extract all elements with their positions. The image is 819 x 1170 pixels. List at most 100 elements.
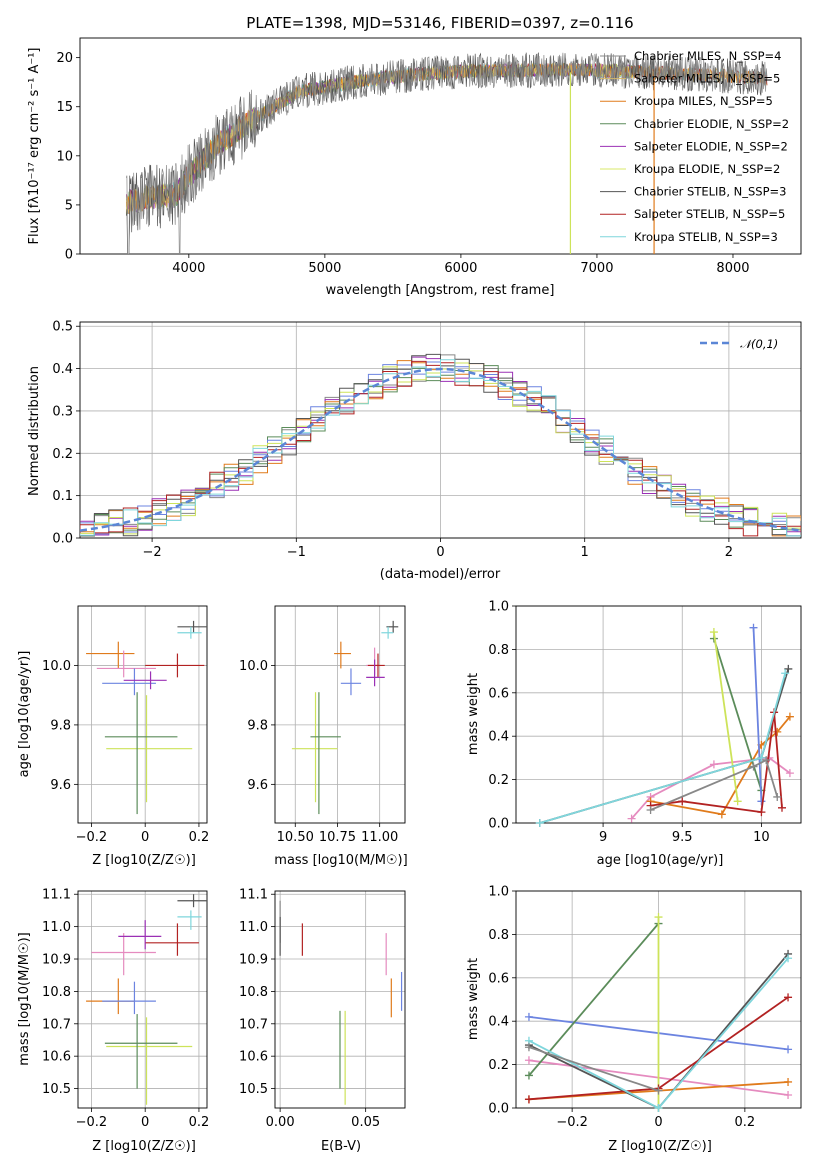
y-tick-label: 0.3 [52, 404, 73, 419]
weightZ-ylabel: mass weight [466, 958, 481, 1040]
x-tick-label: 0.2 [735, 1115, 756, 1130]
weight-marker [757, 808, 766, 817]
y-tick-label: 10.5 [42, 1082, 71, 1097]
legend-label: Chabrier STELIB, N_SSP=3 [634, 185, 786, 199]
y-tick-label: 10.5 [239, 1082, 268, 1097]
y-tick-label: 5 [65, 198, 73, 213]
legend-label: Kroupa MILES, N_SSP=5 [634, 94, 773, 108]
x-tick-label: 10.50 [277, 830, 314, 845]
weight-marker [784, 1077, 793, 1086]
residual-xlabel: (data-model)/error [380, 567, 501, 582]
axes-frame [79, 37, 802, 255]
y-tick-label: 0.8 [488, 643, 509, 658]
weight-marker [654, 913, 663, 922]
mass-vs-ebv-plot: 0.00 0.05 10.5 10.6 10.7 10.8 10.9 11.0 11.1 [239, 888, 406, 1130]
y-tick-label: 0.6 [488, 686, 509, 701]
x-tick-label: 8000 [716, 261, 749, 276]
y-tick-label: 10.8 [239, 985, 268, 1000]
y-tick-label: 10.6 [42, 1050, 71, 1065]
y-tick-label: 0.0 [488, 817, 509, 832]
legend-label: Salpeter ELODIE, N_SSP=2 [634, 139, 788, 153]
weight-marker [778, 803, 786, 812]
weight-vs-Z-plot: −0.2 0 0.2 0.0 0.2 0.4 0.6 0.8 1.0 [488, 885, 802, 1130]
y-tick-label: 10.0 [239, 659, 268, 674]
weight-series-line [528, 1046, 659, 1092]
mass-vs-Z-plot: −0.2 0 0.2 10.5 10.6 10.7 10.8 10.9 11.0 11.1 [42, 888, 209, 1130]
axes-frame [77, 890, 208, 1109]
weight-series-line [528, 953, 789, 1108]
axes-frame [515, 605, 802, 824]
weight-series-line [528, 922, 660, 1077]
y-tick-label: 9.8 [247, 718, 268, 733]
weight-series-line [713, 631, 739, 802]
weight-marker [749, 762, 758, 771]
spectrum-title: PLATE=1398, MJD=53146, FIBERID=0397, z=0… [246, 14, 633, 32]
spectrum-ylabel: Flux [fλ10⁻¹⁷ erg cm⁻² s⁻¹ A⁻¹] [27, 48, 42, 245]
y-tick-label: 0 [65, 248, 73, 263]
weight-marker [757, 797, 766, 806]
legend-label: Salpeter MILES, N_SSP=5 [634, 72, 780, 86]
x-tick-label: 0 [141, 830, 149, 845]
y-tick-label: 11.1 [42, 888, 71, 903]
weight-marker [654, 1086, 663, 1095]
y-tick-label: 10.8 [42, 985, 71, 1000]
x-tick-label: 0.05 [351, 1115, 380, 1130]
legend-label: Chabrier ELODIE, N_SSP=2 [634, 117, 789, 131]
weight-marker [535, 819, 544, 827]
weight-marker [784, 1090, 793, 1099]
ageMass-xlabel: mass [log10(M/M☉)] [274, 853, 407, 868]
x-tick-label: 9 [599, 830, 607, 845]
x-tick-label: −0.2 [556, 1115, 588, 1130]
x-tick-label: 0 [654, 1115, 662, 1130]
weight-marker [709, 628, 718, 637]
massEbv-xlabel: E(B-V) [321, 1139, 361, 1154]
axes-frame [77, 605, 208, 824]
normal-curve [80, 367, 801, 532]
y-tick-label: 0.5 [52, 320, 73, 335]
weightZ-xlabel: Z [log10(Z/Z☉)] [608, 1139, 712, 1154]
x-tick-label: −1 [287, 545, 306, 560]
weight-marker [524, 1056, 533, 1065]
x-tick-label: 5000 [308, 261, 341, 276]
x-tick-label: 10.75 [319, 830, 356, 845]
age-vs-mass-plot: 10.50 10.75 11.00 9.6 9.8 10.0 [239, 605, 406, 845]
weight-marker [757, 753, 766, 762]
weight-marker [773, 727, 782, 736]
y-tick-label: 9.6 [247, 778, 268, 793]
legend-label: Kroupa ELODIE, N_SSP=2 [634, 162, 780, 176]
y-tick-label: 10.9 [239, 953, 268, 968]
weight-marker [709, 760, 718, 769]
weight-marker [773, 792, 782, 801]
x-tick-label: 2 [725, 545, 733, 560]
weightAge-xlabel: age [log10(age/yr)] [597, 853, 724, 868]
x-tick-label: 11.00 [361, 830, 398, 845]
y-tick-label: 10.0 [42, 659, 71, 674]
x-tick-label: 0 [436, 545, 444, 560]
legend-label: 𝒩(0,1) [740, 337, 778, 351]
weight-marker [785, 769, 794, 778]
legend-label: Salpeter STELIB, N_SSP=5 [634, 207, 785, 221]
weight-marker [524, 1095, 533, 1104]
y-tick-label: 9.8 [50, 718, 71, 733]
x-tick-label: 6000 [444, 261, 477, 276]
y-tick-label: 11.0 [239, 920, 268, 935]
y-tick-label: 10.7 [42, 1017, 71, 1032]
age-vs-Z-plot: −0.2 0 0.2 9.6 9.8 10.0 [42, 605, 209, 845]
weight-marker [524, 1043, 533, 1052]
ageZ-xlabel: Z [log10(Z/Z☉)] [92, 853, 196, 868]
weight-marker [678, 797, 687, 806]
y-tick-label: 20 [56, 51, 73, 66]
weight-marker [784, 1045, 793, 1054]
y-tick-label: 15 [56, 100, 73, 115]
weight-marker [646, 805, 655, 814]
x-tick-label: 9.5 [672, 830, 693, 845]
y-tick-label: 0.0 [488, 1102, 509, 1117]
weight-marker [733, 797, 742, 806]
y-tick-label: 10.9 [42, 953, 71, 968]
y-tick-label: 0.0 [52, 532, 73, 547]
weight-marker [781, 669, 790, 678]
y-tick-label: 10.7 [239, 1017, 268, 1032]
x-tick-label: 7000 [580, 261, 613, 276]
y-tick-label: 11.0 [42, 920, 71, 935]
